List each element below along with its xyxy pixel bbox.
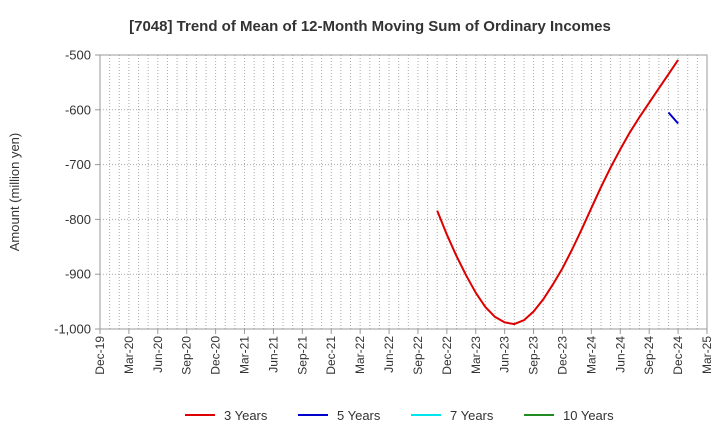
x-tick-label: Jun-24 (613, 336, 627, 373)
y-tick-label: -600 (65, 102, 91, 117)
x-tick-label: Jun-20 (151, 336, 165, 373)
x-tick-label: Mar-21 (238, 336, 252, 374)
x-tick-label: Jun-23 (498, 336, 512, 373)
series-lines (436, 59, 679, 326)
legend-label-10-years: 10 Years (563, 408, 614, 423)
plot-area (99, 54, 708, 330)
x-tick-label: Sep-24 (642, 336, 656, 375)
y-tick-label: -800 (65, 212, 91, 227)
x-tick-label: Sep-22 (411, 336, 425, 375)
legend-label-5-years: 5 Years (337, 408, 381, 423)
x-axis-ticks: Dec-19 Mar-20 Jun-20 Sep-20 Dec-20 Mar-21 Jun-… (93, 329, 714, 375)
y-tick-label: -900 (65, 267, 91, 282)
x-tick-label: Jun-22 (382, 336, 396, 373)
series-line-5-years (667, 111, 679, 125)
x-tick-label: Dec-23 (555, 336, 569, 375)
y-axis-ticks: -500 -600 -700 -800 -900 -1,000 (54, 48, 100, 337)
x-tick-label: Jun-21 (266, 336, 280, 373)
x-tick-label: Mar-24 (584, 336, 598, 374)
legend: 3 Years 5 Years 7 Years 10 Years (185, 408, 614, 423)
legend-label-7-years: 7 Years (450, 408, 494, 423)
y-tick-label: -500 (65, 48, 91, 63)
x-tick-label: Mar-20 (122, 336, 136, 374)
chart-title: [7048] Trend of Mean of 12-Month Moving … (129, 18, 611, 35)
y-axis-label: Amount (million yen) (7, 133, 22, 252)
x-tick-label: Mar-22 (353, 336, 367, 374)
x-tick-label: Sep-20 (180, 336, 194, 375)
y-tick-label: -700 (65, 157, 91, 172)
x-tick-label: Mar-23 (469, 336, 483, 374)
x-tick-label: Dec-22 (440, 336, 454, 375)
x-tick-label: Dec-19 (93, 336, 107, 375)
x-tick-label: Sep-21 (295, 336, 309, 375)
grid (100, 55, 707, 329)
series-line-3-years (436, 59, 679, 326)
x-tick-label: Dec-21 (324, 336, 338, 375)
y-tick-label: -1,000 (54, 322, 91, 337)
x-tick-label: Sep-23 (527, 336, 541, 375)
legend-label-3-years: 3 Years (224, 408, 268, 423)
x-tick-label: Mar-25 (700, 336, 714, 374)
x-tick-label: Dec-20 (209, 336, 223, 375)
x-tick-label: Dec-24 (671, 336, 685, 375)
